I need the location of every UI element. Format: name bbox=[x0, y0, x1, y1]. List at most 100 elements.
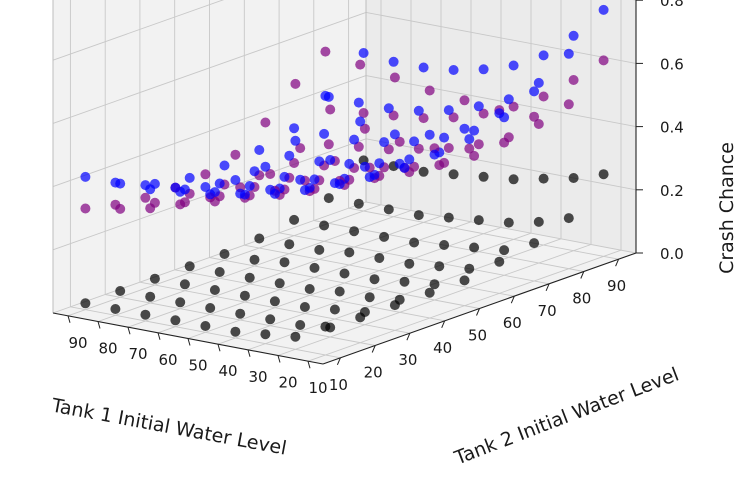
data-point bbox=[409, 136, 420, 147]
data-point bbox=[413, 105, 424, 116]
data-point bbox=[349, 134, 360, 145]
tick-mark bbox=[277, 355, 281, 363]
grid-line bbox=[52, 201, 367, 314]
data-point bbox=[260, 161, 271, 172]
data-point bbox=[358, 48, 369, 58]
data-point bbox=[353, 97, 364, 108]
data-point bbox=[394, 158, 405, 169]
data-point bbox=[434, 160, 445, 171]
data-point bbox=[265, 184, 276, 195]
tick-marks bbox=[67, 0, 643, 369]
data-point bbox=[404, 258, 415, 269]
data-point bbox=[459, 95, 470, 106]
data-point bbox=[563, 213, 574, 224]
z-tick-label: 0.8 bbox=[660, 0, 684, 10]
data-point bbox=[314, 244, 325, 255]
data-point bbox=[353, 198, 364, 209]
data-point bbox=[200, 169, 211, 180]
data-point bbox=[295, 174, 306, 185]
data-point bbox=[598, 55, 609, 66]
data-point bbox=[379, 231, 390, 242]
data-point bbox=[289, 214, 300, 225]
data-point bbox=[175, 199, 186, 210]
data-point bbox=[473, 215, 484, 226]
data-point bbox=[145, 203, 156, 214]
y-tick-label: 60 bbox=[503, 314, 522, 332]
data-point bbox=[320, 46, 331, 57]
data-point bbox=[339, 268, 350, 279]
data-point bbox=[459, 275, 470, 286]
tick-mark bbox=[97, 321, 101, 329]
grid-line bbox=[105, 294, 376, 346]
grid-line bbox=[70, 306, 341, 359]
y-tick-label: 80 bbox=[572, 290, 591, 308]
data-point bbox=[290, 78, 301, 89]
data-point bbox=[140, 180, 151, 191]
data-point bbox=[473, 101, 484, 112]
data-point bbox=[364, 172, 375, 183]
tick-mark bbox=[307, 361, 311, 369]
data-point bbox=[309, 174, 320, 185]
data-point bbox=[244, 181, 255, 191]
data-point bbox=[443, 105, 454, 116]
z-tick-label: 0.0 bbox=[660, 245, 684, 263]
data-point bbox=[344, 247, 355, 258]
data-point bbox=[140, 309, 151, 320]
data-point bbox=[304, 284, 315, 294]
data-point bbox=[439, 132, 450, 143]
x-tick-label: 70 bbox=[128, 345, 147, 363]
data-point bbox=[399, 276, 410, 287]
data-point bbox=[424, 85, 435, 96]
grid-line bbox=[209, 257, 480, 309]
data-point bbox=[388, 56, 399, 67]
grid-line bbox=[365, 11, 637, 64]
data-point bbox=[448, 112, 459, 123]
data-point bbox=[568, 75, 579, 85]
z-tick-label: 0.4 bbox=[660, 119, 684, 137]
data-point bbox=[170, 182, 181, 193]
x-tick-label: 30 bbox=[248, 368, 267, 386]
data-point bbox=[538, 173, 549, 184]
data-point bbox=[443, 143, 454, 153]
data-point bbox=[443, 212, 454, 223]
data-point bbox=[290, 331, 301, 342]
data-point bbox=[503, 94, 514, 105]
data-point bbox=[290, 135, 301, 146]
data-point bbox=[110, 304, 121, 314]
y-tick-label: 70 bbox=[538, 302, 557, 320]
data-point bbox=[325, 155, 336, 165]
data-point bbox=[448, 169, 459, 180]
data-point bbox=[80, 171, 91, 182]
grid-line bbox=[348, 207, 619, 260]
tick-mark bbox=[336, 357, 341, 365]
data-point bbox=[529, 238, 540, 249]
y-tick-label: 30 bbox=[398, 351, 417, 369]
data-points bbox=[80, 4, 609, 342]
data-point bbox=[389, 72, 400, 83]
data-point bbox=[175, 297, 186, 308]
data-point bbox=[429, 279, 440, 290]
data-point bbox=[219, 160, 230, 171]
data-point bbox=[284, 239, 295, 250]
data-point bbox=[353, 141, 364, 152]
data-point bbox=[439, 240, 450, 250]
data-point bbox=[230, 326, 241, 337]
data-point bbox=[413, 210, 424, 221]
grid-line bbox=[279, 232, 550, 285]
data-point bbox=[254, 145, 265, 155]
tick-mark bbox=[127, 327, 131, 335]
data-point bbox=[184, 261, 195, 272]
tick-mark bbox=[247, 349, 251, 357]
data-point bbox=[184, 172, 195, 183]
data-point bbox=[279, 171, 290, 182]
data-point bbox=[418, 113, 429, 124]
data-point bbox=[383, 103, 394, 114]
data-point bbox=[494, 256, 505, 267]
data-point bbox=[598, 4, 609, 15]
tick-mark bbox=[67, 315, 71, 323]
data-point bbox=[149, 273, 160, 284]
data-point bbox=[379, 137, 390, 148]
x-tick-label: 10 bbox=[308, 379, 327, 397]
data-point bbox=[538, 50, 549, 61]
data-point bbox=[448, 65, 459, 75]
